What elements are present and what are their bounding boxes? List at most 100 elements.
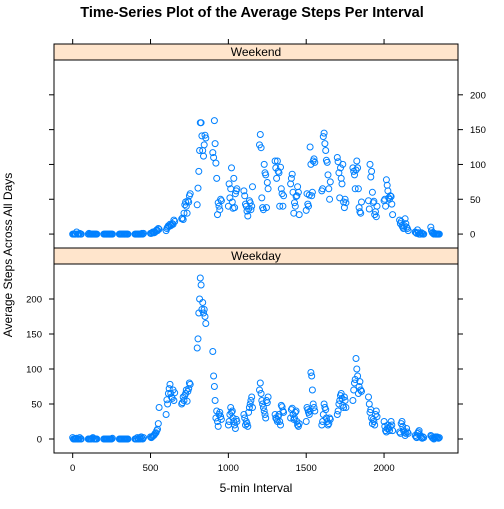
data-point [264, 393, 272, 401]
data-point [201, 313, 209, 320]
data-point [258, 194, 266, 202]
data-point [404, 227, 412, 235]
data-point [211, 140, 219, 148]
data-point [200, 141, 208, 149]
data-point [354, 185, 362, 193]
data-point [400, 428, 408, 436]
data-point [200, 309, 207, 317]
data-point [154, 420, 162, 428]
y-tick-label: 150 [470, 125, 486, 136]
data-point [216, 206, 224, 214]
data-point [277, 185, 285, 193]
y-tick-label: 200 [470, 90, 486, 101]
y-tick-label: 50 [470, 195, 481, 206]
data-point [210, 117, 218, 125]
data-point [231, 425, 239, 432]
data-point [240, 187, 248, 195]
x-tick-label: 0 [70, 463, 75, 474]
data-point [216, 408, 224, 416]
data-point [380, 418, 388, 425]
data-point [365, 197, 372, 205]
data-point [171, 389, 179, 397]
data-point [287, 414, 295, 422]
data-point [420, 434, 428, 442]
data-point [228, 407, 236, 415]
data-point [342, 199, 350, 207]
data-point [256, 386, 263, 394]
data-point [233, 418, 241, 425]
data-point [139, 435, 147, 443]
data-point [214, 422, 222, 430]
y-tick-label: 200 [26, 295, 42, 306]
data-point [353, 365, 361, 373]
data-point [194, 184, 202, 192]
data-point [295, 420, 303, 428]
data-point [419, 433, 427, 441]
data-point [373, 202, 381, 210]
data-point [319, 133, 327, 141]
data-point [247, 206, 255, 214]
data-point [292, 193, 300, 200]
data-point [200, 152, 207, 160]
data-point [124, 230, 132, 238]
data-point [372, 407, 380, 415]
data-point [387, 418, 395, 425]
data-point [338, 180, 346, 188]
data-point [352, 355, 360, 362]
data-point [302, 206, 310, 214]
data-point [179, 393, 187, 401]
data-point [230, 174, 238, 182]
data-point [197, 281, 205, 289]
data-point [272, 164, 280, 172]
data-point [308, 372, 316, 380]
data-point [271, 157, 279, 165]
axes-layer: 0 500 1000 1500 2000 [70, 39, 395, 474]
data-point [295, 211, 303, 219]
data-point [335, 400, 343, 408]
data-point [154, 225, 162, 232]
data-point [228, 164, 235, 172]
data-point [341, 195, 349, 203]
data-point [280, 408, 288, 416]
data-point [184, 197, 192, 205]
data-point [435, 434, 443, 442]
data-point [183, 397, 191, 405]
data-point [305, 202, 312, 210]
data-point [337, 164, 344, 172]
data-point [340, 204, 348, 212]
data-point [211, 397, 219, 404]
data-point [198, 306, 206, 313]
data-point [170, 397, 178, 404]
data-point [180, 397, 188, 404]
data-point [201, 131, 209, 139]
data-point [164, 222, 172, 230]
data-point [371, 211, 379, 219]
data-point [386, 422, 394, 430]
x-tick-label: 1000 [218, 463, 239, 474]
data-point [340, 393, 348, 401]
data-point [178, 214, 186, 222]
data-point [372, 213, 380, 221]
y-axis-title: Average Steps Across All Days [1, 173, 15, 338]
data-point [246, 400, 254, 408]
data-point [356, 208, 364, 216]
data-point [170, 216, 178, 224]
data-point [321, 140, 329, 148]
data-point [261, 411, 269, 418]
data-point [193, 201, 201, 209]
data-point [262, 414, 270, 422]
data-point [280, 192, 288, 200]
data-point [184, 387, 192, 395]
data-point [196, 147, 204, 154]
data-point [243, 420, 251, 428]
data-point [357, 386, 365, 394]
data-point [367, 173, 375, 181]
data-point [351, 185, 359, 193]
panel-weekend: Weekend 0 50 100 150 200 [49, 43, 486, 249]
data-point [420, 230, 428, 238]
data-point [248, 202, 256, 210]
data-point [263, 179, 271, 186]
data-point [197, 119, 205, 127]
data-point [435, 230, 443, 238]
data-point [355, 204, 363, 212]
